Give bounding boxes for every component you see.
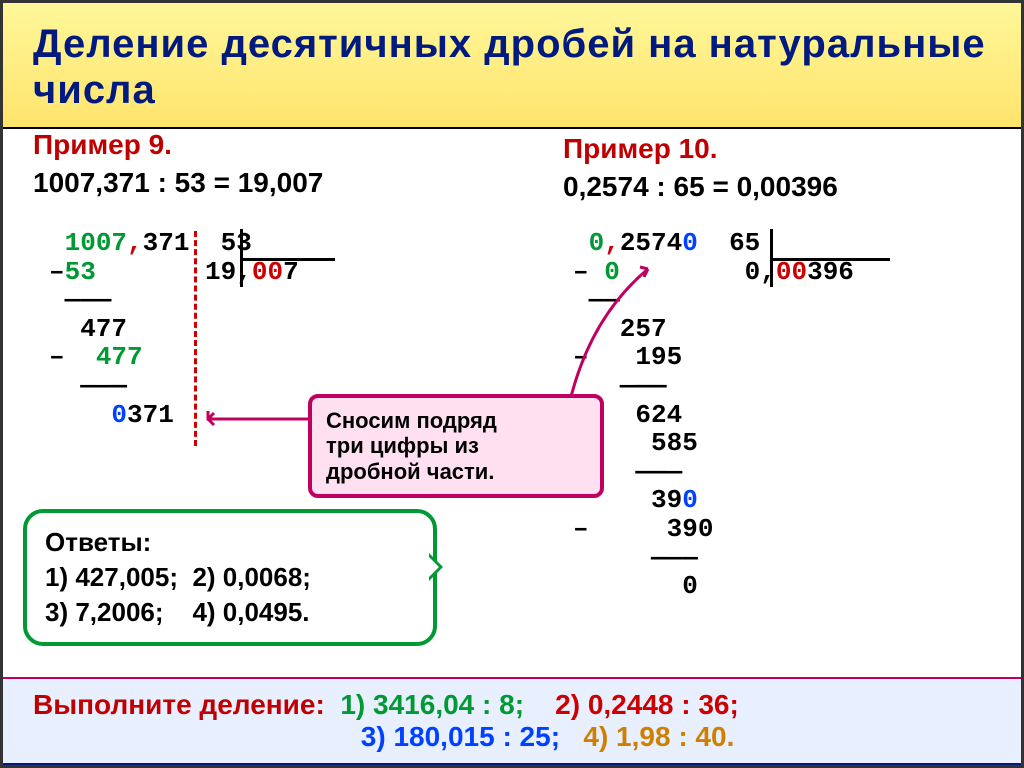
exercise-1: 1) 3416,04 : 8; (340, 689, 524, 720)
callout-note: Сносим подряд три цифры из дробной части… (308, 394, 604, 498)
division-bar-9h (240, 258, 335, 261)
example-9: Пример 9. 1007,371 : 53 = 19,007 (33, 129, 323, 199)
answer-2: 2) 0,0068; (192, 562, 311, 592)
answer-4: 4) 0,0495. (192, 597, 309, 627)
callout-line1: Сносим подряд (326, 408, 497, 433)
answer-3: 3) 7,2006; (45, 597, 164, 627)
exercise-footer: Выполните деление: 1) 3416,04 : 8; 2) 0,… (3, 677, 1021, 765)
callout-line3: дробной части. (326, 459, 494, 484)
slide-canvas: Деление десятичных дробей на натуральные… (0, 0, 1024, 768)
example-10-label: Пример 10. (563, 133, 838, 165)
answers-box: Ответы: 1) 427,005; 2) 0,0068; 3) 7,2006… (23, 509, 437, 646)
page-title: Деление десятичных дробей на натуральные… (33, 21, 991, 113)
division-bar-10h (770, 258, 890, 261)
content-area: Пример 9. 1007,371 : 53 = 19,007 Пример … (3, 129, 1021, 149)
exercise-4: 4) 1,98 : 40. (583, 721, 734, 752)
example-9-equation: 1007,371 : 53 = 19,007 (33, 167, 323, 199)
arrow-to-ex9 (198, 409, 318, 449)
example-9-label: Пример 9. (33, 129, 323, 161)
answer-1: 1) 427,005; (45, 562, 178, 592)
decimal-guide-9 (194, 231, 197, 446)
answers-heading: Ответы: (45, 527, 151, 557)
title-bar: Деление десятичных дробей на натуральные… (3, 3, 1021, 129)
example-10-equation: 0,2574 : 65 = 0,00396 (563, 171, 838, 203)
example-10: Пример 10. 0,2574 : 65 = 0,00396 (563, 133, 838, 203)
exercise-lead: Выполните деление: (33, 689, 325, 720)
exercise-2: 2) 0,2448 : 36; (555, 689, 739, 720)
callout-line2: три цифры из (326, 433, 479, 458)
exercise-3: 3) 180,015 : 25; (361, 721, 560, 752)
